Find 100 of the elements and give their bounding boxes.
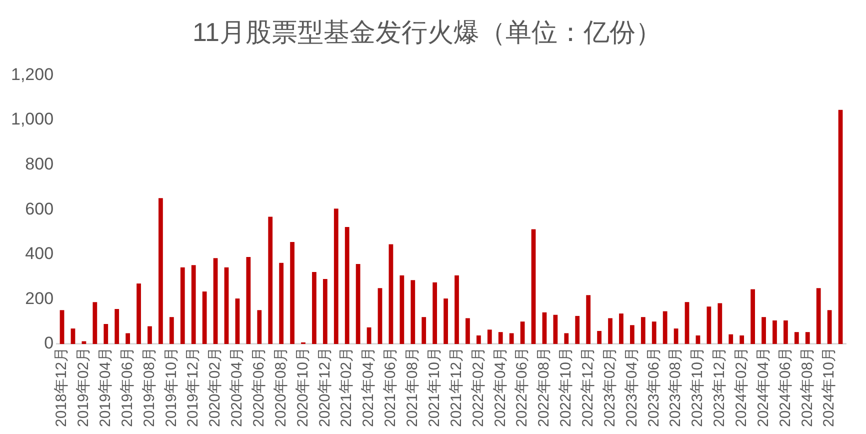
bar [279,262,284,344]
bar [344,227,350,344]
bar [520,322,525,344]
x-tick-label: 2020年04月 [228,346,246,428]
bar [213,258,218,344]
bar [180,267,185,344]
bar [356,264,360,344]
bar [838,110,843,344]
bar [410,280,416,344]
bar [290,242,294,344]
x-tick-label: 2020年08月 [272,346,290,428]
x-tick-label: 2023年02月 [601,346,618,428]
bar [126,333,130,344]
x-tick-label: 2018年12月 [53,346,70,428]
x-tick-label: 2023年08月 [667,346,684,428]
x-tick-label: 2019年08月 [140,346,158,428]
bar [378,288,382,344]
bar [235,298,240,344]
x-tick-label: 2021年04月 [360,346,378,428]
bar [640,317,646,344]
bar [542,312,547,344]
bar [794,332,799,344]
bar [104,324,108,344]
bar [564,333,569,344]
x-tick-label: 2019年06月 [118,346,136,428]
bar [136,283,141,344]
x-tick-label: 2021年02月 [338,346,356,428]
x-tick-label: 2024年08月 [798,346,816,428]
chart-title: 11月股票型基金发行火爆（单位：亿份） [192,16,662,47]
x-tick-label: 2022年10月 [558,346,575,428]
x-tick-label: 2020年02月 [206,346,224,428]
bar [652,322,656,344]
bar [487,330,492,344]
x-tick-label: 2024年02月 [732,346,750,428]
y-tick-label: 600 [25,199,54,218]
bar [422,317,426,344]
bar [454,275,459,344]
x-tick-label: 2021年10月 [426,346,443,428]
bar [257,310,262,344]
x-tick-label: 2021年08月 [404,346,422,428]
bar [684,302,690,344]
bar [476,335,481,344]
bar [531,229,536,344]
y-tick-label: 800 [25,154,54,174]
x-tick-label: 2019年12月 [184,346,202,428]
bar [444,298,448,344]
bar [750,289,755,344]
x-tick-label: 2019年10月 [162,346,180,428]
bar [114,309,120,344]
bar [718,303,722,344]
bar [784,320,788,344]
x-tick-label: 2019年04月 [97,346,114,428]
bar [662,311,668,344]
bar [630,325,634,344]
y-tick-label: 1,000 [10,110,54,129]
bar [816,288,821,344]
bar [191,265,196,344]
x-tick-label: 2021年12月 [448,346,465,428]
x-tick-label: 2023年04月 [623,346,640,428]
x-tick-label: 2024年06月 [776,346,794,428]
bar [92,302,98,344]
y-tick-label: 0 [44,334,54,353]
bar [466,318,470,344]
bar [586,295,591,344]
bar [597,330,602,344]
x-tick-label: 2024年10月 [820,346,838,428]
y-tick-label: 400 [25,244,54,264]
x-tick-label: 2022年02月 [470,346,487,428]
bar [706,306,712,344]
bar [148,326,152,344]
x-tick-label: 2024年04月 [754,346,772,428]
bar [772,320,777,344]
x-tick-label: 2023年12月 [711,346,728,428]
x-tick-label: 2020年10月 [294,346,312,428]
bar [509,333,514,344]
bar [312,272,316,344]
bar [202,292,207,344]
bar [224,267,229,344]
bar [169,317,174,344]
bar [740,335,744,344]
x-tick-label: 2023年10月 [689,346,706,428]
bar [575,316,580,344]
x-tick-label: 2022年06月 [514,346,531,428]
bar [268,216,273,344]
bar [322,279,328,344]
bar [762,317,766,344]
x-tick-label: 2022年08月 [536,346,553,428]
bar [400,275,404,344]
bar [805,332,810,344]
bar [827,310,832,344]
bar [334,208,338,344]
x-tick-label: 2022年12月 [579,346,596,428]
bar [619,313,624,344]
y-tick-label: 200 [25,288,54,308]
y-tick-label: 1,200 [10,64,54,84]
bar [608,318,612,344]
bar [70,328,76,344]
bar [60,310,64,344]
x-tick-label: 2019年02月 [75,346,92,428]
x-tick-label: 2020年06月 [250,346,268,428]
